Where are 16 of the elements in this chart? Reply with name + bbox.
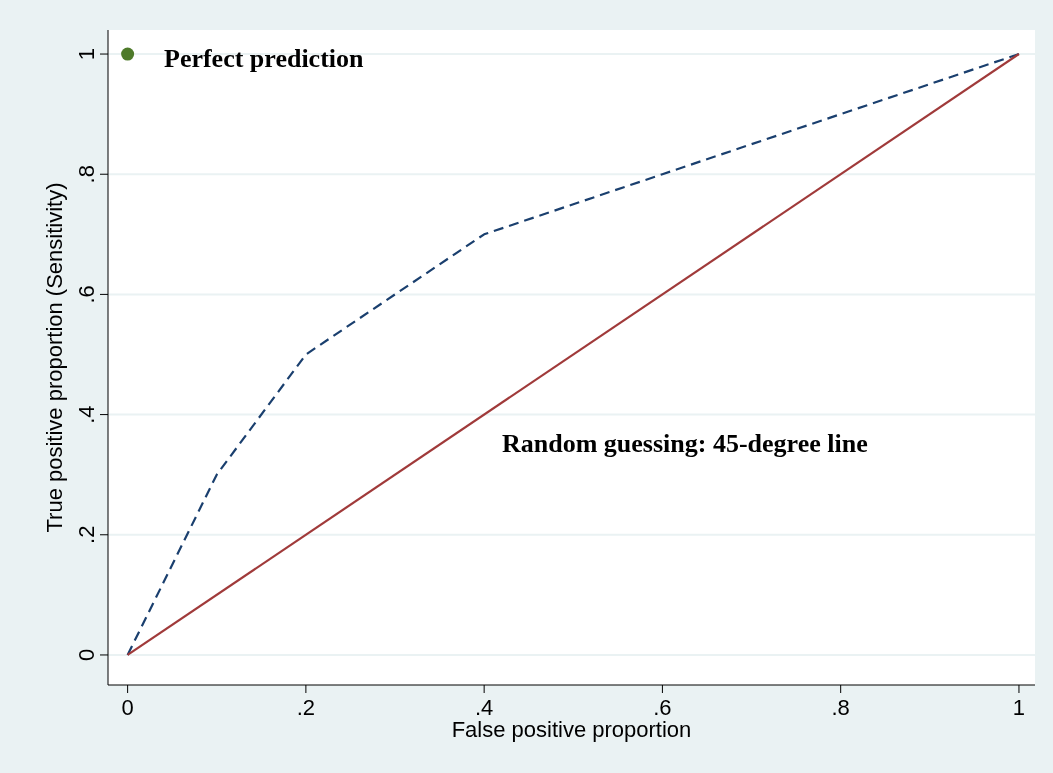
annotation: Random guessing: 45-degree line: [502, 429, 868, 458]
y-tick-label: .6: [74, 285, 99, 304]
y-tick-label: .2: [74, 525, 99, 544]
y-tick-label: .8: [74, 165, 99, 184]
annotation: Perfect prediction: [164, 44, 365, 73]
x-axis-title: False positive proportion: [451, 717, 692, 742]
x-tick-label: 0: [121, 695, 134, 720]
x-tick-label: .6: [653, 695, 672, 720]
x-tick-label: .4: [474, 695, 494, 720]
y-axis-title: True positive proportion (Sensitivity): [42, 182, 67, 533]
y-tick-label: 0: [74, 648, 99, 662]
y-tick-label: .4: [74, 405, 99, 424]
x-tick-label: 1: [1012, 695, 1026, 720]
y-tick-label: 1: [74, 47, 99, 61]
x-tick-label: .8: [831, 695, 850, 720]
x-tick-label: .2: [296, 695, 316, 720]
